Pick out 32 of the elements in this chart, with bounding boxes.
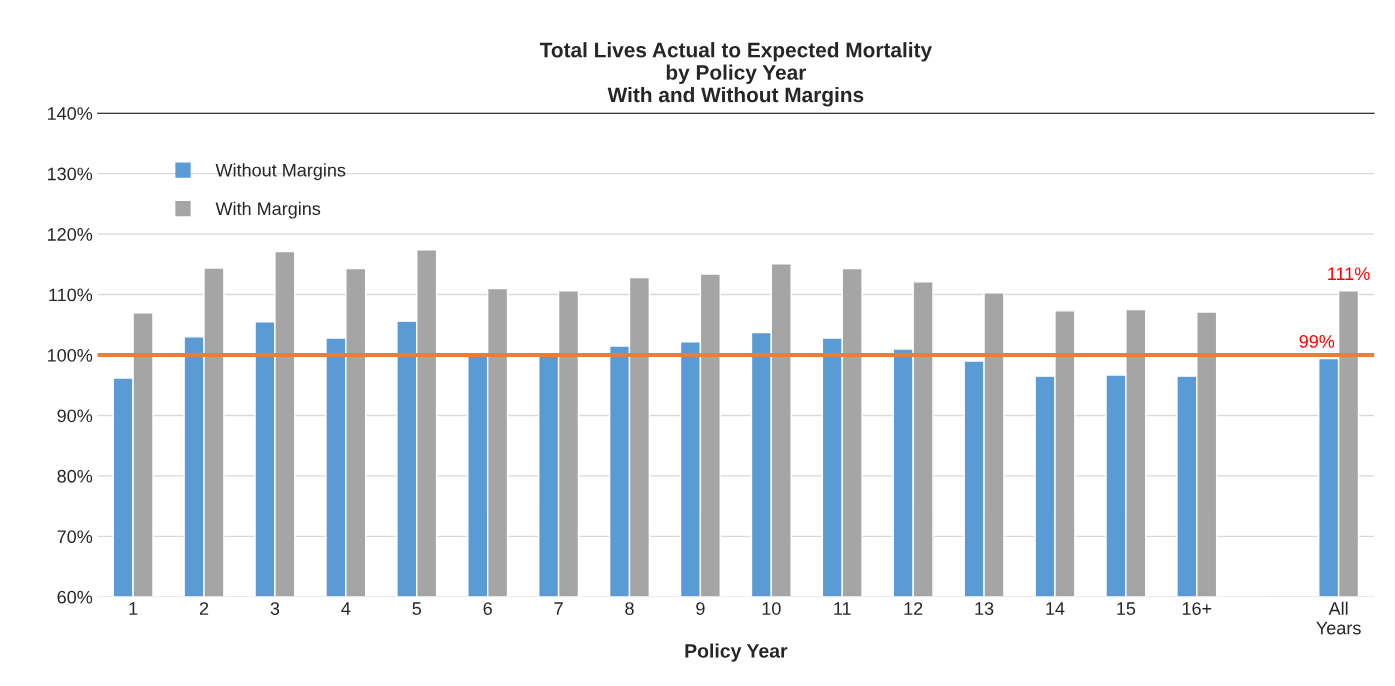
y-tick-label: 140% bbox=[47, 107, 93, 120]
y-tick-label: 100% bbox=[47, 348, 93, 362]
legend-label: With Margins bbox=[215, 201, 321, 219]
y-tick-label: 130% bbox=[47, 167, 93, 181]
x-tick-label: 4 bbox=[341, 602, 351, 615]
chart-title: Total Lives Actual to Expected Mortality by Policy Year With and Without Margins bbox=[539, 42, 932, 107]
y-tick-label: 90% bbox=[57, 409, 93, 423]
x-tick-label: All Years bbox=[1316, 601, 1361, 635]
x-tick-label: 12 bbox=[904, 602, 923, 615]
x-tick-label: 9 bbox=[696, 602, 705, 615]
x-tick-label: 3 bbox=[270, 602, 280, 615]
y-tick-label: 60% bbox=[57, 590, 93, 604]
x-tick-label: 8 bbox=[625, 602, 634, 615]
data-label: 99% bbox=[1299, 335, 1335, 348]
x-tick-label: 6 bbox=[483, 602, 492, 615]
x-tick-label: 5 bbox=[412, 602, 422, 615]
x-tick-label: 7 bbox=[554, 602, 563, 615]
y-tick-label: 80% bbox=[57, 469, 93, 483]
x-tick-label: 14 bbox=[1046, 602, 1065, 615]
legend-label: Without Margins bbox=[215, 163, 346, 181]
y-tick-label: 70% bbox=[57, 530, 93, 544]
x-tick-label: 11 bbox=[834, 602, 851, 615]
x-tick-label: 15 bbox=[1117, 602, 1136, 615]
x-tick-label: 16+ bbox=[1182, 602, 1212, 615]
x-tick-label: 2 bbox=[199, 602, 209, 615]
x-tick-label: 1 bbox=[129, 602, 138, 615]
data-label: 111% bbox=[1328, 267, 1370, 281]
y-tick-label: 110% bbox=[49, 288, 93, 302]
x-axis-title: Policy Year bbox=[685, 643, 788, 662]
x-tick-label: 10 bbox=[762, 602, 781, 615]
x-tick-label: 13 bbox=[975, 602, 994, 615]
y-tick-label: 120% bbox=[47, 228, 93, 241]
